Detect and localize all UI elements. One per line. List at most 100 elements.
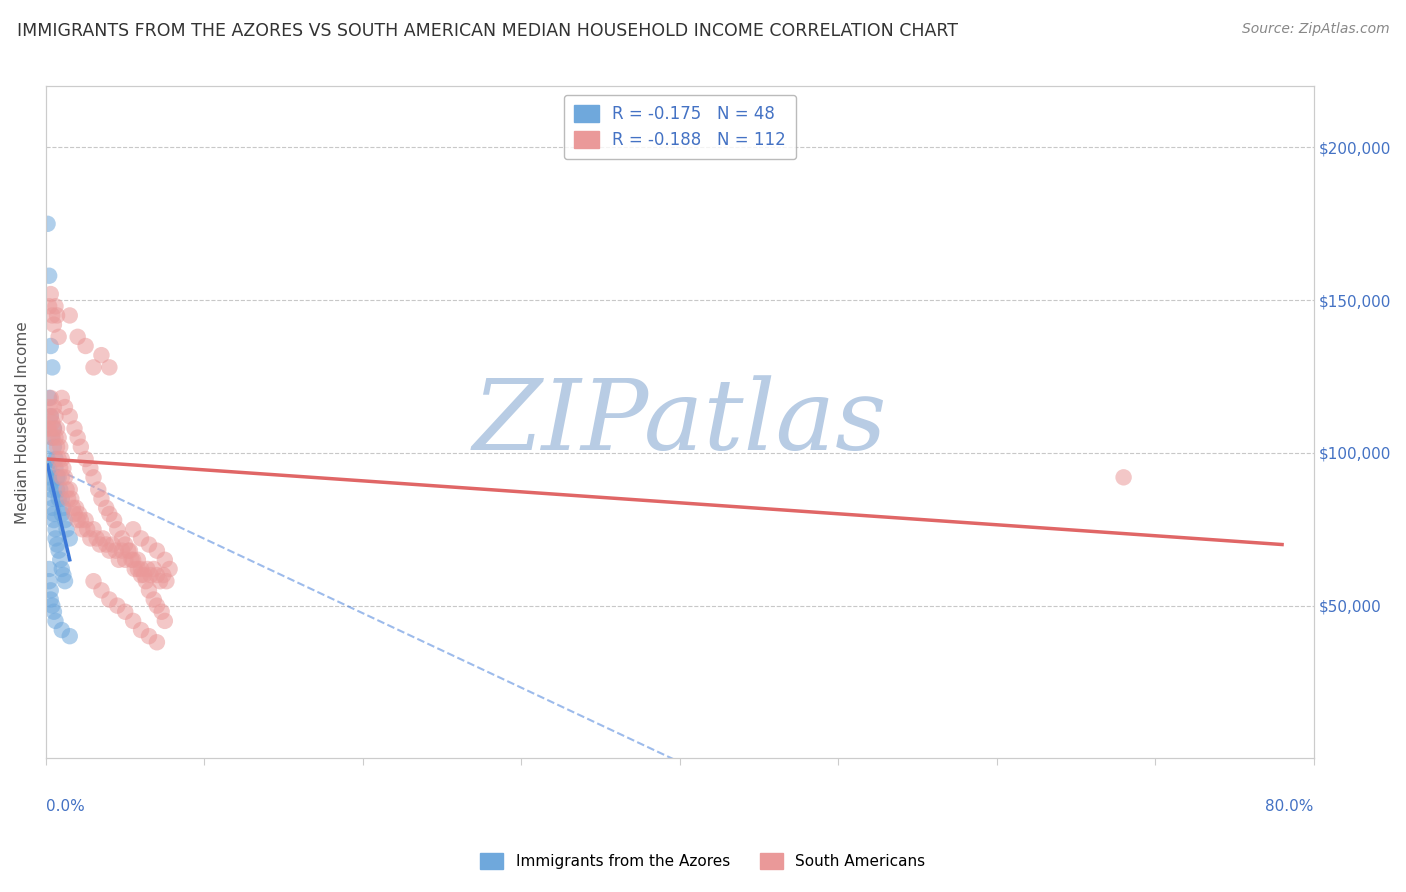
Point xyxy=(86,532,108,546)
Point xyxy=(69,440,91,454)
Point xyxy=(121,553,143,567)
Point xyxy=(51,562,73,576)
Point xyxy=(42,421,65,435)
Point xyxy=(41,431,63,445)
Point xyxy=(51,491,73,506)
Point xyxy=(42,605,65,619)
Point xyxy=(46,470,69,484)
Point xyxy=(39,287,62,301)
Point xyxy=(1112,470,1135,484)
Point xyxy=(46,483,69,497)
Point xyxy=(66,330,89,344)
Point xyxy=(135,574,157,589)
Point xyxy=(41,415,63,429)
Point xyxy=(49,483,72,497)
Point xyxy=(41,599,63,613)
Point xyxy=(53,513,76,527)
Point xyxy=(55,483,77,497)
Point xyxy=(51,507,73,521)
Point xyxy=(55,522,77,536)
Text: 80.0%: 80.0% xyxy=(1265,798,1313,814)
Point xyxy=(152,568,174,582)
Point xyxy=(96,500,118,515)
Point xyxy=(138,629,160,643)
Point xyxy=(39,409,62,424)
Point xyxy=(44,614,66,628)
Point xyxy=(159,562,181,576)
Point xyxy=(122,614,145,628)
Point xyxy=(38,268,60,283)
Point xyxy=(49,440,72,454)
Point xyxy=(89,537,111,551)
Point xyxy=(39,409,62,424)
Point xyxy=(105,522,128,536)
Point xyxy=(118,543,141,558)
Point xyxy=(117,543,139,558)
Point xyxy=(96,537,118,551)
Point xyxy=(146,568,169,582)
Point xyxy=(90,583,112,598)
Point xyxy=(42,421,65,435)
Point xyxy=(39,339,62,353)
Point xyxy=(51,391,73,405)
Point xyxy=(98,360,121,375)
Point xyxy=(59,483,82,497)
Point xyxy=(146,543,169,558)
Point xyxy=(138,537,160,551)
Point xyxy=(46,537,69,551)
Point xyxy=(138,583,160,598)
Point xyxy=(53,400,76,414)
Point xyxy=(104,543,127,558)
Point xyxy=(38,470,60,484)
Text: 0.0%: 0.0% xyxy=(46,798,84,814)
Point xyxy=(122,553,145,567)
Point xyxy=(48,330,70,344)
Point xyxy=(111,532,134,546)
Point xyxy=(127,553,149,567)
Point xyxy=(75,513,97,527)
Point xyxy=(42,318,65,332)
Point xyxy=(90,491,112,506)
Point xyxy=(79,532,101,546)
Point xyxy=(51,452,73,467)
Point xyxy=(38,461,60,475)
Point xyxy=(37,452,59,467)
Point xyxy=(56,491,79,506)
Point xyxy=(108,553,131,567)
Point xyxy=(59,309,82,323)
Point xyxy=(146,599,169,613)
Point xyxy=(38,562,60,576)
Point xyxy=(98,592,121,607)
Point xyxy=(83,470,105,484)
Point xyxy=(114,605,136,619)
Point xyxy=(49,461,72,475)
Point xyxy=(98,543,121,558)
Point xyxy=(53,574,76,589)
Point xyxy=(83,574,105,589)
Point xyxy=(44,532,66,546)
Point xyxy=(66,513,89,527)
Point xyxy=(153,614,176,628)
Point xyxy=(52,500,75,515)
Point xyxy=(44,452,66,467)
Point xyxy=(155,574,177,589)
Point xyxy=(63,507,86,521)
Point xyxy=(39,483,62,497)
Point xyxy=(52,568,75,582)
Point xyxy=(146,635,169,649)
Point xyxy=(103,513,125,527)
Point xyxy=(41,491,63,506)
Point xyxy=(42,513,65,527)
Point xyxy=(127,562,149,576)
Point xyxy=(69,513,91,527)
Point xyxy=(52,461,75,475)
Point xyxy=(114,553,136,567)
Point xyxy=(72,522,94,536)
Point xyxy=(38,391,60,405)
Point xyxy=(76,522,98,536)
Text: IMMIGRANTS FROM THE AZORES VS SOUTH AMERICAN MEDIAN HOUSEHOLD INCOME CORRELATION: IMMIGRANTS FROM THE AZORES VS SOUTH AMER… xyxy=(17,22,957,40)
Point xyxy=(59,532,82,546)
Point xyxy=(111,543,134,558)
Point xyxy=(83,522,105,536)
Point xyxy=(142,592,165,607)
